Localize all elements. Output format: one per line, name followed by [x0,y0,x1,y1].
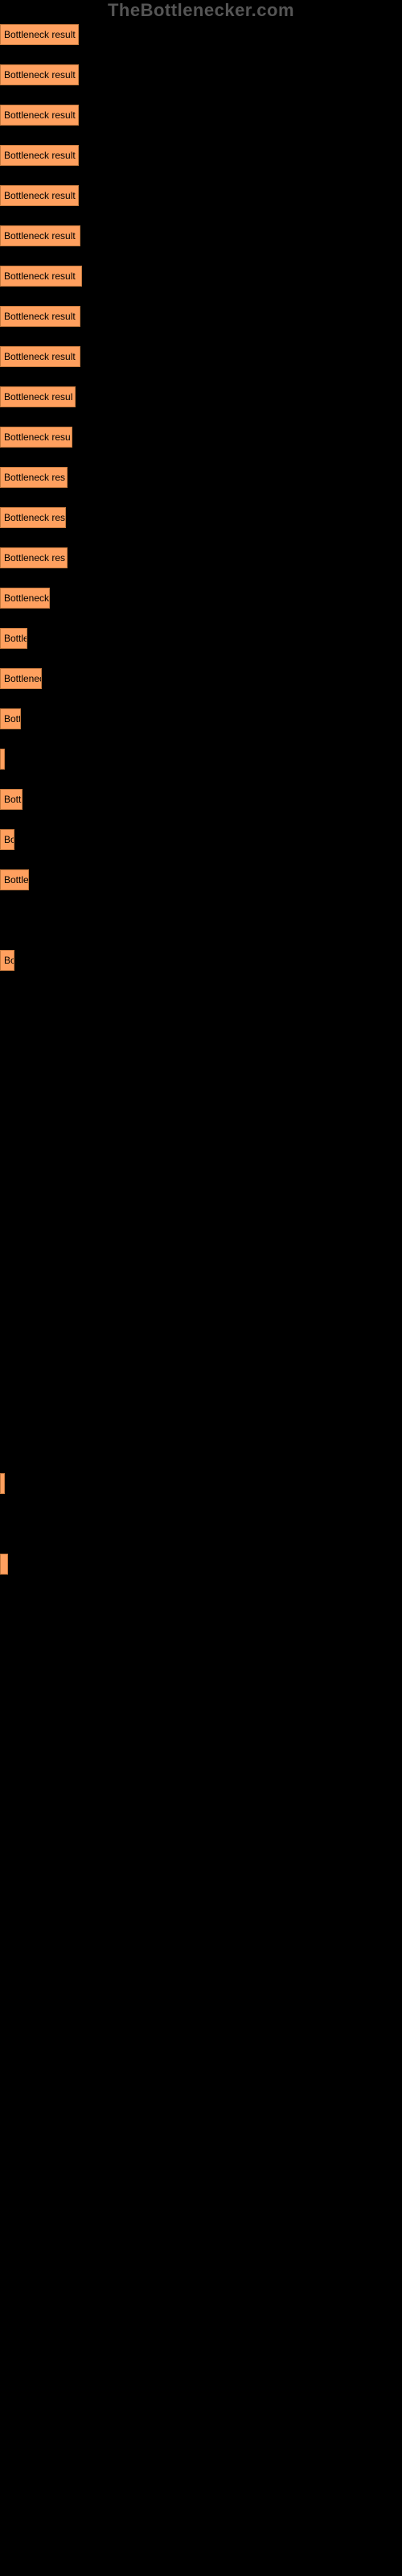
bar-row: Bottleneck result [0,145,402,166]
bar-label: Bottle [4,874,29,886]
bar-row: Bottleneck res [0,507,402,528]
bar-row: Bottleneck result [0,24,402,45]
bar-row: Bottlenec [0,668,402,689]
bar: Bottleneck result [0,266,82,287]
bar: Bottleneck result [0,225,80,246]
bar-label: Bottleneck [4,592,49,604]
bar-label: Bottle [4,633,27,644]
bar-row: Bottleneck res [0,467,402,488]
bar [0,1554,8,1575]
bar: Bottleneck result [0,105,79,126]
bar: Bo [0,950,14,971]
bar: Bo [0,829,14,850]
bar-row: Bottleneck resu [0,427,402,448]
bar: Bottlenec [0,668,42,689]
bar-row [0,1433,402,1454]
bar-row: Bottleneck result [0,346,402,367]
bar-row [0,1111,402,1132]
bar-row: Bottle [0,869,402,890]
bar-label: Bottleneck res [4,512,65,523]
bar: Bott [0,708,21,729]
bar: Bottleneck res [0,467,68,488]
bar: Bottleneck result [0,185,79,206]
bar-row: Bottleneck [0,588,402,609]
bar-label: Bottlenec [4,673,42,684]
bar-row: Bottleneck result [0,306,402,327]
bar-label: Bott [4,794,21,805]
bar-row [0,1232,402,1253]
bar: Bottle [0,869,29,890]
bar-label: Bo [4,955,14,966]
bar-row [0,1554,402,1575]
bar-label: Bottleneck result [4,230,76,242]
bar-label: Bottleneck result [4,270,76,282]
bar-label: Bottleneck result [4,29,76,40]
bar-row: Bottle [0,628,402,649]
bar [0,1473,5,1494]
bar-row [0,1312,402,1333]
bar-row: Bottleneck result [0,64,402,85]
bar-row [0,1191,402,1212]
bar: Bottle [0,628,27,649]
bar-row [0,1030,402,1051]
bar-row: Bo [0,950,402,971]
bar-label: Bottleneck result [4,351,76,362]
bar: Bottleneck result [0,64,79,85]
bar-row: Bo [0,829,402,850]
bar: Bottleneck resu [0,427,72,448]
bar-label: Bo [4,834,14,845]
bar: Bottleneck result [0,306,80,327]
bar: Bott [0,789,23,810]
bar-label: Bottleneck result [4,190,76,201]
bar-row [0,1513,402,1534]
bar: Bottleneck result [0,346,80,367]
bar-row [0,910,402,931]
bar-label: Bottleneck result [4,150,76,161]
bar-label: Bottleneck result [4,69,76,80]
bar: Bottleneck result [0,24,79,45]
bar-row: Bottleneck result [0,266,402,287]
bar: Bottleneck result [0,145,79,166]
bar-row [0,1151,402,1172]
bar-row [0,1071,402,1092]
bar: Bottleneck res [0,507,66,528]
bar-row [0,1272,402,1293]
watermark-text: TheBottlenecker.com [108,0,294,21]
bar-row: Bott [0,708,402,729]
bar-row: Bottleneck result [0,105,402,126]
bar-label: Bottleneck result [4,109,76,121]
bar-row [0,1352,402,1373]
bar: Bottleneck res [0,547,68,568]
bar-label: Bottleneck resul [4,391,72,402]
bar-row: Bottleneck result [0,185,402,206]
bar-row [0,990,402,1011]
bar-label: Bottleneck res [4,472,65,483]
bar-row [0,1393,402,1414]
bar-label: Bottleneck result [4,311,76,322]
bar-row: Bottleneck res [0,547,402,568]
bar-label: Bottleneck res [4,552,65,564]
chart-container: Bottleneck result Bottleneck result Bottle… [0,0,402,1575]
bar: Bottleneck [0,588,50,609]
bar-row [0,1473,402,1494]
bar-label: Bottleneck resu [4,431,71,443]
bar-row: Bottleneck result [0,225,402,246]
bar-row [0,749,402,770]
bar: Bottleneck resul [0,386,76,407]
bar-row: Bott [0,789,402,810]
bar-label: Bott [4,713,21,724]
bar-row: Bottleneck resul [0,386,402,407]
bar [0,749,5,770]
